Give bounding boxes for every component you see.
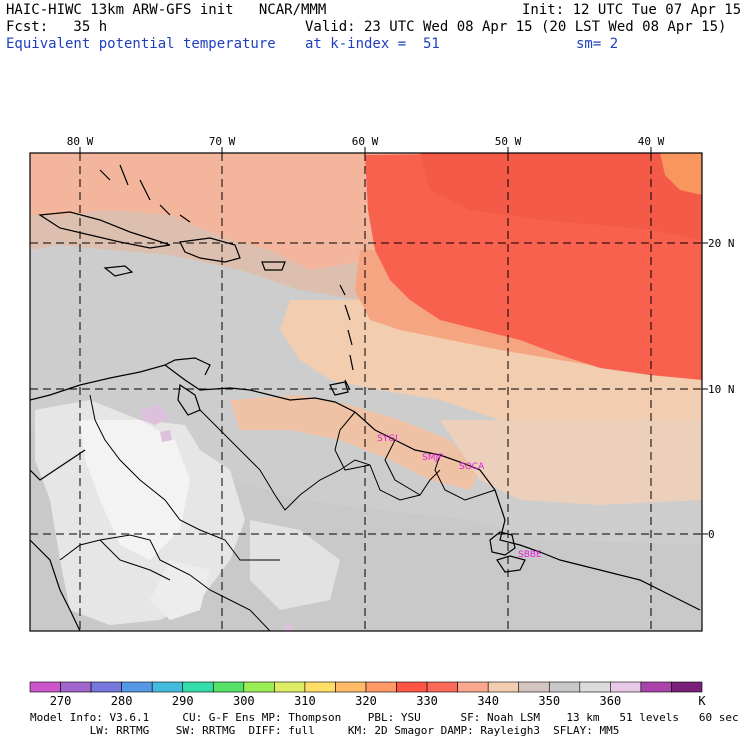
colorbar-swatch bbox=[457, 681, 489, 693]
colorbar-label: 310 bbox=[294, 694, 316, 708]
colorbar-label: 300 bbox=[233, 694, 255, 708]
coastlines bbox=[30, 164, 701, 631]
colorbar-swatch bbox=[579, 681, 611, 693]
smoothing: sm= 2 bbox=[576, 36, 619, 52]
colorbar-label: 350 bbox=[538, 694, 560, 708]
colorbar-label: 320 bbox=[355, 694, 377, 708]
colorbar-swatch bbox=[610, 681, 642, 693]
model-info-line-2: LW: RRTMG SW: RRTMG DIFF: full KM: 2D Sm… bbox=[30, 724, 620, 737]
field-name: Equivalent potential temperature bbox=[6, 36, 276, 52]
colorbar-label: 340 bbox=[477, 694, 499, 708]
colorbar bbox=[29, 681, 703, 693]
colorbar-label: 360 bbox=[600, 694, 622, 708]
lat-label-10n: 10 N bbox=[708, 383, 735, 396]
forecast-hour: Fcst: 35 h bbox=[6, 19, 108, 35]
colorbar-swatch bbox=[151, 681, 184, 693]
colorbar-swatch bbox=[518, 681, 550, 693]
product-title: HAIC-HIWC 13km ARW-GFS init NCAR/MMM bbox=[6, 2, 327, 18]
colorbar-swatch bbox=[243, 681, 275, 693]
lat-labels: 20 N 10 N 0 bbox=[708, 237, 735, 541]
colorbar-swatch bbox=[548, 681, 581, 693]
colorbar-swatch bbox=[90, 681, 122, 693]
valid-time: Valid: 23 UTC Wed 08 Apr 15 (20 LST Wed … bbox=[305, 19, 727, 35]
lon-label-40w: 40 W bbox=[638, 135, 665, 148]
colorbar-swatch bbox=[304, 681, 336, 693]
lat-label-20n: 20 N bbox=[708, 237, 735, 250]
station-smjp: SMJP bbox=[422, 453, 444, 463]
station-soca: SOCA bbox=[459, 462, 485, 472]
model-info-line-1: Model Info: V3.6.1 CU: G-F Ens MP: Thomp… bbox=[30, 711, 739, 724]
colorbar-swatch bbox=[182, 681, 214, 693]
lat-label-0: 0 bbox=[708, 528, 715, 541]
level-index: at k-index = 51 bbox=[305, 36, 440, 52]
colorbar-label: 280 bbox=[111, 694, 133, 708]
colorbar-swatch bbox=[487, 681, 520, 693]
colorbar-swatch bbox=[212, 681, 245, 693]
colorbar-label: 290 bbox=[172, 694, 194, 708]
colorbar-swatch bbox=[396, 681, 428, 693]
station-sygi: SYGI bbox=[377, 434, 398, 444]
lon-labels: 80 W 70 W 60 W 50 W 40 W bbox=[67, 135, 665, 148]
colorbar-swatch bbox=[121, 681, 153, 693]
colorbar-swatch bbox=[671, 681, 703, 693]
colorbar-swatch bbox=[274, 681, 306, 693]
lon-label-80w: 80 W bbox=[67, 135, 94, 148]
colorbar-label: 330 bbox=[416, 694, 438, 708]
colorbar-swatch bbox=[335, 681, 367, 693]
stations: SYGI SMJP SOCA SBBE bbox=[377, 434, 542, 560]
colorbar-swatch bbox=[29, 681, 61, 693]
country-borders bbox=[59, 394, 496, 631]
tick-marks bbox=[79, 147, 708, 535]
colorbar-labels: 270 280 290 300 310 320 330 340 350 360 K bbox=[50, 694, 707, 708]
station-sbbe: SBBE bbox=[518, 550, 542, 560]
lon-label-70w: 70 W bbox=[209, 135, 236, 148]
lon-label-60w: 60 W bbox=[352, 135, 379, 148]
colorbar-label: 270 bbox=[50, 694, 72, 708]
colorbar-swatch bbox=[640, 681, 672, 693]
init-time: Init: 12 UTC Tue 07 Apr 15 bbox=[522, 2, 740, 18]
colorbar-swatch bbox=[60, 681, 92, 693]
map-frame bbox=[29, 152, 703, 632]
colorbar-unit: K bbox=[698, 694, 706, 708]
theta-e-field bbox=[30, 153, 702, 631]
colorbar-swatch bbox=[365, 681, 397, 693]
lon-label-50w: 50 W bbox=[495, 135, 522, 148]
graticule bbox=[30, 153, 702, 631]
colorbar-swatch bbox=[426, 681, 458, 693]
